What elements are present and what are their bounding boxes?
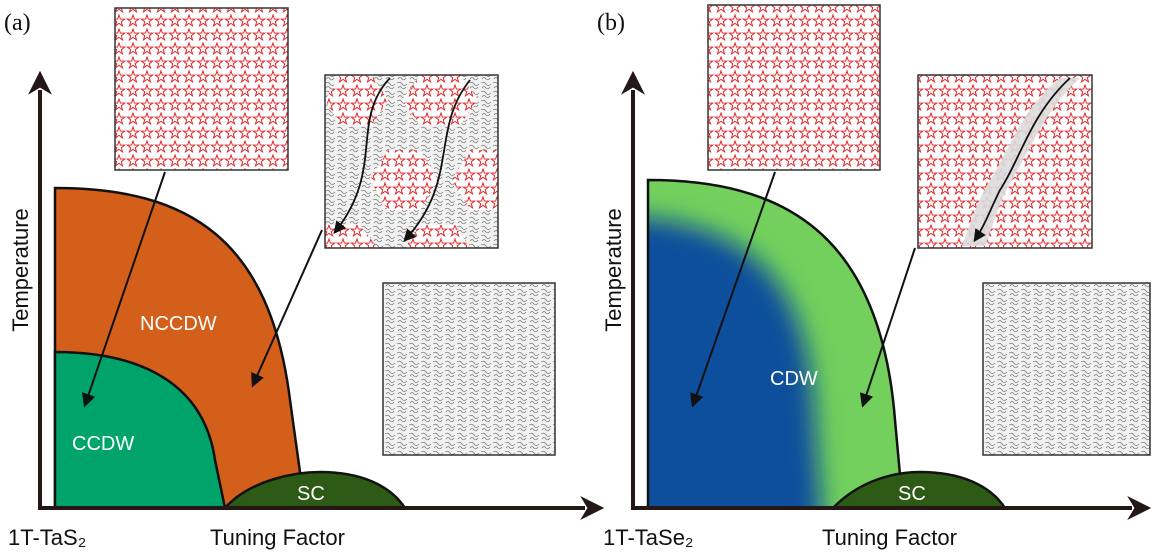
phase-label: CCDW (72, 433, 134, 455)
phase-label: CDW (770, 368, 818, 390)
inset-incommensurate (983, 283, 1150, 455)
panel-a: (a) Temperature Tuning Factor 1T-TaS₂ NC… (4, 8, 585, 550)
material-label: 1T-TaS₂ (8, 525, 86, 550)
phase-label: SC (297, 483, 325, 505)
x-axis-label: Tuning Factor (210, 525, 345, 550)
panel-label: (a) (4, 10, 31, 36)
material-label: 1T-TaSe₂ (603, 525, 693, 550)
x-axis-label: Tuning Factor (822, 525, 957, 550)
y-axis-label: Temperature (601, 208, 626, 332)
phase-label: SC (898, 483, 926, 505)
panel-label: (b) (597, 10, 625, 36)
figure: (a) Temperature Tuning Factor 1T-TaS₂ NC… (0, 0, 1152, 556)
inset-commensurate (708, 5, 880, 170)
phase-label: NCCDW (140, 313, 217, 335)
y-axis-label: Temperature (8, 208, 33, 332)
inset-incommensurate (383, 283, 555, 455)
panel-b: (b) Temperature Tuning Factor 1T-TaSe₂ C… (597, 5, 1150, 556)
inset-commensurate (115, 8, 288, 170)
